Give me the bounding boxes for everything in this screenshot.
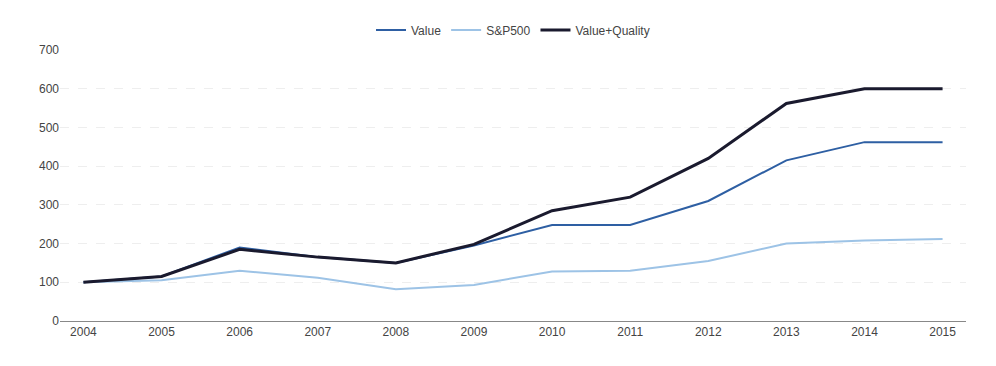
svg-text:0: 0 <box>52 314 59 328</box>
svg-text:500: 500 <box>39 121 59 135</box>
svg-text:300: 300 <box>39 198 59 212</box>
svg-text:200: 200 <box>39 237 59 251</box>
svg-text:600: 600 <box>39 82 59 96</box>
svg-text:2005: 2005 <box>148 325 175 339</box>
svg-text:700: 700 <box>39 43 59 57</box>
svg-text:Value+Quality: Value+Quality <box>575 24 649 38</box>
svg-text:2011: 2011 <box>617 325 643 339</box>
svg-text:100: 100 <box>39 275 59 289</box>
svg-text:S&P500: S&P500 <box>486 24 530 38</box>
svg-text:400: 400 <box>39 159 59 173</box>
svg-text:2014: 2014 <box>851 325 878 339</box>
svg-text:2013: 2013 <box>773 325 800 339</box>
svg-text:2008: 2008 <box>382 325 409 339</box>
svg-text:Value: Value <box>411 24 441 38</box>
svg-text:2004: 2004 <box>70 325 97 339</box>
svg-text:2006: 2006 <box>226 325 253 339</box>
svg-text:2007: 2007 <box>304 325 331 339</box>
svg-text:2010: 2010 <box>539 325 566 339</box>
svg-text:2015: 2015 <box>929 325 956 339</box>
svg-text:2012: 2012 <box>695 325 722 339</box>
svg-text:2009: 2009 <box>461 325 488 339</box>
